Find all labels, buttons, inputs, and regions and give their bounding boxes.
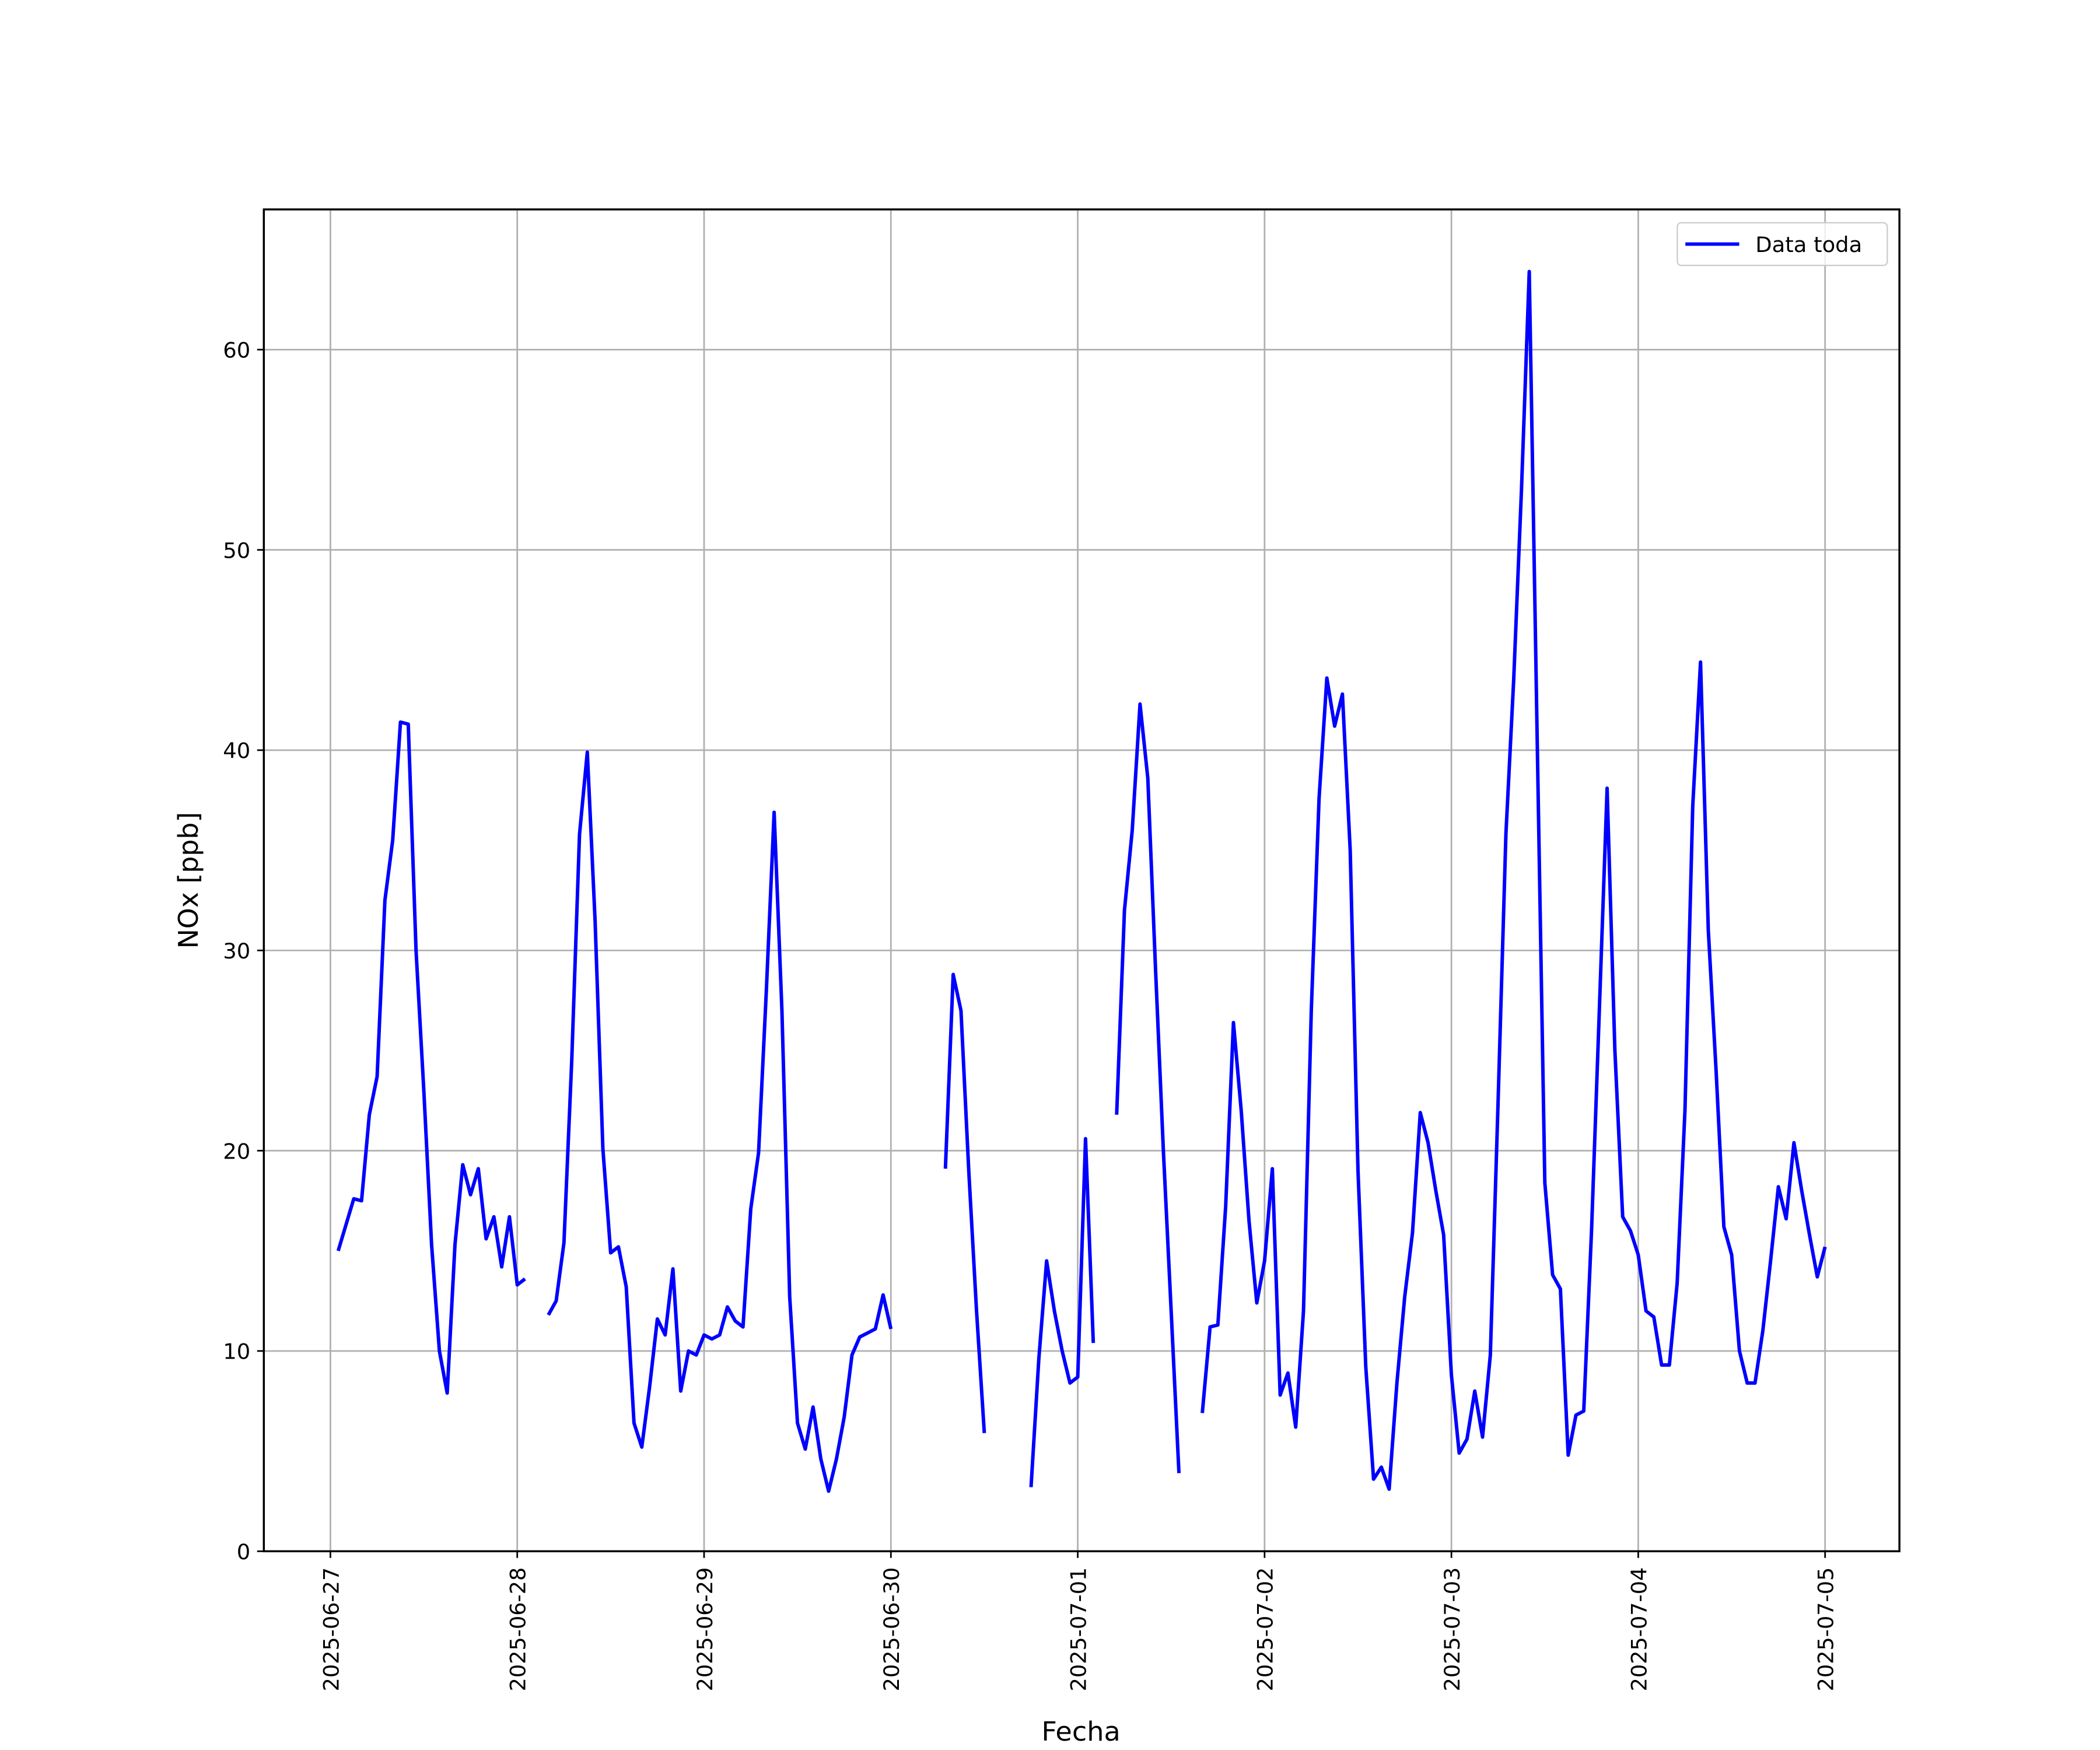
y-tick-label: 30 <box>223 939 250 964</box>
y-tick-label: 20 <box>223 1139 250 1164</box>
y-tick-label: 10 <box>223 1339 250 1364</box>
x-tick-label: 2025-07-04 <box>1626 1567 1651 1692</box>
x-tick-label: 2025-06-28 <box>505 1567 530 1692</box>
y-tick-label: 50 <box>223 538 250 564</box>
x-tick-label: 2025-06-27 <box>318 1567 344 1692</box>
x-tick-label: 2025-07-05 <box>1813 1567 1838 1692</box>
x-axis-label: Fecha <box>1041 1716 1120 1747</box>
x-tick-label: 2025-06-30 <box>879 1567 904 1692</box>
data-line <box>336 270 1827 1493</box>
x-tick-label: 2025-07-03 <box>1440 1567 1465 1692</box>
axes-frame <box>262 208 1901 1553</box>
legend-label: Data toda <box>1755 232 1862 257</box>
y-axis-label: NOx [ppb] <box>173 812 204 949</box>
y-tick-label: 60 <box>223 338 250 363</box>
x-tick-label: 2025-06-29 <box>692 1567 718 1692</box>
legend-box <box>1676 222 1888 267</box>
y-tick-label: 40 <box>223 738 250 764</box>
x-tick-label: 2025-07-02 <box>1253 1567 1278 1692</box>
x-tick-label: 2025-07-01 <box>1066 1567 1091 1692</box>
y-tick-label: 0 <box>237 1539 250 1564</box>
